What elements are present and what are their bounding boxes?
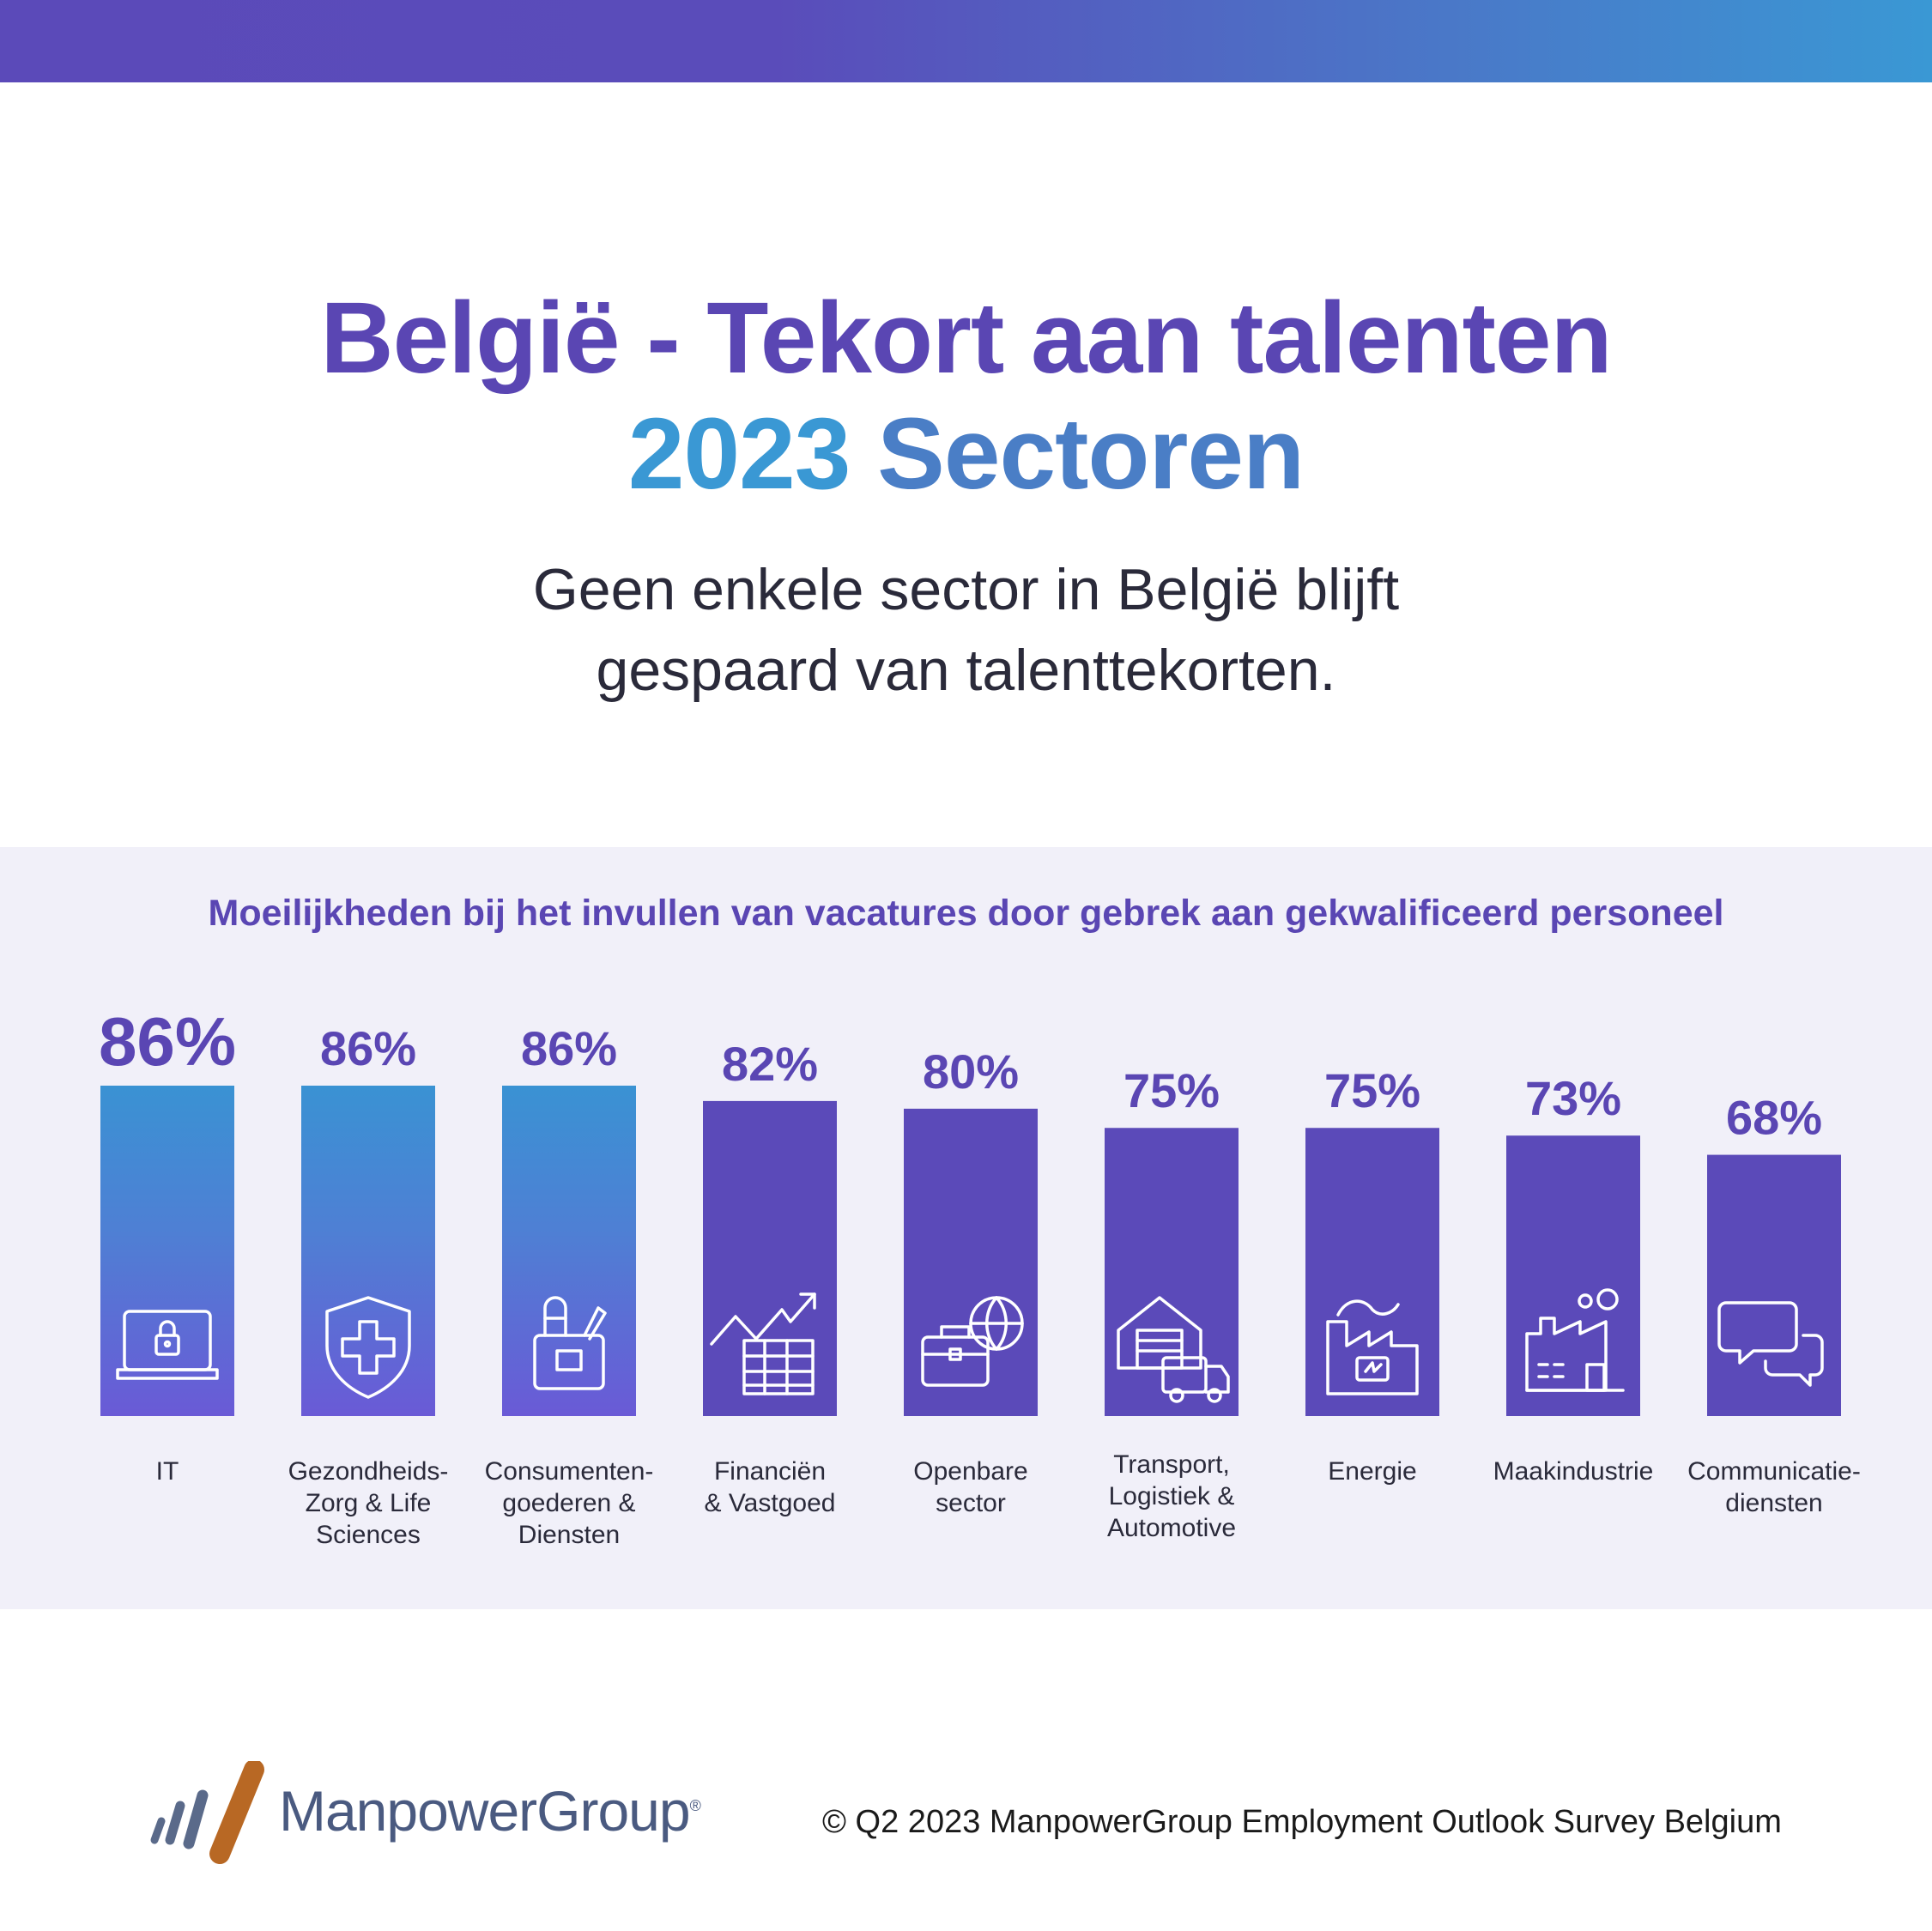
briefcase-globe-icon bbox=[921, 1296, 1024, 1387]
factory-icon bbox=[1525, 1288, 1625, 1392]
laptop-lock-icon bbox=[116, 1310, 219, 1380]
manpowergroup-logo: ManpowerGroup® bbox=[146, 1759, 712, 1864]
value-label-8: 73% bbox=[1525, 1071, 1621, 1125]
bars bbox=[100, 1086, 1841, 1416]
warehouse-truck-icon bbox=[1117, 1296, 1230, 1403]
bar-6 bbox=[1105, 1128, 1239, 1416]
category-label-line: Diensten bbox=[518, 1521, 620, 1549]
category-label-line: Automotive bbox=[1107, 1514, 1236, 1542]
hand-consumer-icon bbox=[533, 1296, 607, 1390]
category-label-line: Logistiek & bbox=[1109, 1482, 1235, 1510]
bar-9 bbox=[1707, 1154, 1841, 1416]
bar-1 bbox=[100, 1086, 234, 1416]
growth-chart-icon bbox=[710, 1292, 816, 1395]
category-label-2: Gezondheids- Zorg & Life Sciences bbox=[288, 1457, 449, 1549]
category-label-line: Openbare bbox=[913, 1457, 1027, 1486]
shield-cross-icon bbox=[325, 1296, 411, 1399]
category-label-5: Openbare sector bbox=[913, 1457, 1027, 1517]
category-label-line: Consumenten- bbox=[485, 1457, 654, 1486]
category-label-6: Transport, Logistiek & Automotive bbox=[1107, 1450, 1236, 1542]
value-label-9: 68% bbox=[1726, 1091, 1822, 1145]
category-label-7: Energie bbox=[1328, 1457, 1416, 1486]
category-label-line: sector bbox=[936, 1489, 1006, 1517]
bar-3 bbox=[502, 1086, 636, 1416]
value-label-6: 75% bbox=[1123, 1063, 1220, 1117]
category-label-8: Maakindustrie bbox=[1493, 1457, 1654, 1486]
page-title-year: 2023 Sectoren bbox=[0, 403, 1932, 505]
page-title: België - Tekort aan talenten bbox=[320, 281, 1612, 395]
category-label-line: Maakindustrie bbox=[1493, 1457, 1654, 1486]
category-label-line: Energie bbox=[1328, 1457, 1416, 1486]
bar-4 bbox=[703, 1100, 837, 1416]
category-label-line: Communicatie- bbox=[1687, 1457, 1861, 1486]
category-label-line: Transport, bbox=[1113, 1450, 1230, 1479]
category-label-3: Consumenten-goederen & Diensten bbox=[485, 1457, 654, 1549]
category-label-line: goederen & bbox=[502, 1489, 635, 1517]
category-label-1: IT bbox=[156, 1457, 179, 1486]
category-label-line: Gezondheids- bbox=[288, 1457, 449, 1486]
factory-energy-icon bbox=[1326, 1299, 1419, 1395]
subtitle: Geen enkele sector in België blijft gesp… bbox=[0, 549, 1932, 711]
subtitle-line-1: Geen enkele sector in België blijft bbox=[532, 557, 1400, 622]
category-label-line: & Vastgoed bbox=[705, 1489, 836, 1517]
bar-8 bbox=[1506, 1135, 1640, 1416]
value-label-7: 75% bbox=[1324, 1063, 1420, 1117]
subtitle-line-2: gespaard van talenttekorten. bbox=[596, 638, 1336, 703]
bar-icons bbox=[116, 1288, 1824, 1403]
logo-stripes-icon bbox=[150, 1759, 264, 1864]
title-sectors: Sectoren bbox=[877, 397, 1305, 511]
bar-5 bbox=[904, 1108, 1038, 1416]
category-label-line: Financiën bbox=[714, 1457, 826, 1486]
value-labels: 86% 86% 86% 82% 80% 75% 75% 73% 68% bbox=[99, 1003, 1822, 1145]
category-label-4: Financiën & Vastgoed bbox=[705, 1457, 836, 1517]
top-gradient-band bbox=[0, 0, 1932, 82]
value-label-1: 86% bbox=[99, 1003, 236, 1080]
category-label-9: Communicatie-diensten bbox=[1687, 1457, 1861, 1517]
category-labels: IT Gezondheids- Zorg & Life Sciences Consume… bbox=[156, 1450, 1861, 1549]
title-year: 2023 bbox=[627, 397, 851, 511]
bar-2 bbox=[301, 1086, 435, 1416]
copyright-notice: © Q2 2023 ManpowerGroup Employment Outlo… bbox=[822, 1804, 1782, 1840]
value-label-3: 86% bbox=[521, 1021, 617, 1075]
bar-7 bbox=[1305, 1128, 1439, 1416]
chat-bubbles-icon bbox=[1717, 1301, 1824, 1387]
category-label-line: Sciences bbox=[316, 1521, 421, 1549]
chart-title: Moeilijkheden bij het invullen van vacat… bbox=[208, 893, 1724, 934]
category-label-line: IT bbox=[156, 1457, 179, 1486]
value-label-4: 82% bbox=[722, 1037, 818, 1091]
value-label-2: 86% bbox=[320, 1021, 416, 1075]
category-label-line: Zorg & Life bbox=[306, 1489, 432, 1517]
value-label-5: 80% bbox=[923, 1044, 1019, 1099]
category-label-line: diensten bbox=[1725, 1489, 1822, 1517]
logo-wordmark: ManpowerGroup® bbox=[279, 1779, 701, 1843]
